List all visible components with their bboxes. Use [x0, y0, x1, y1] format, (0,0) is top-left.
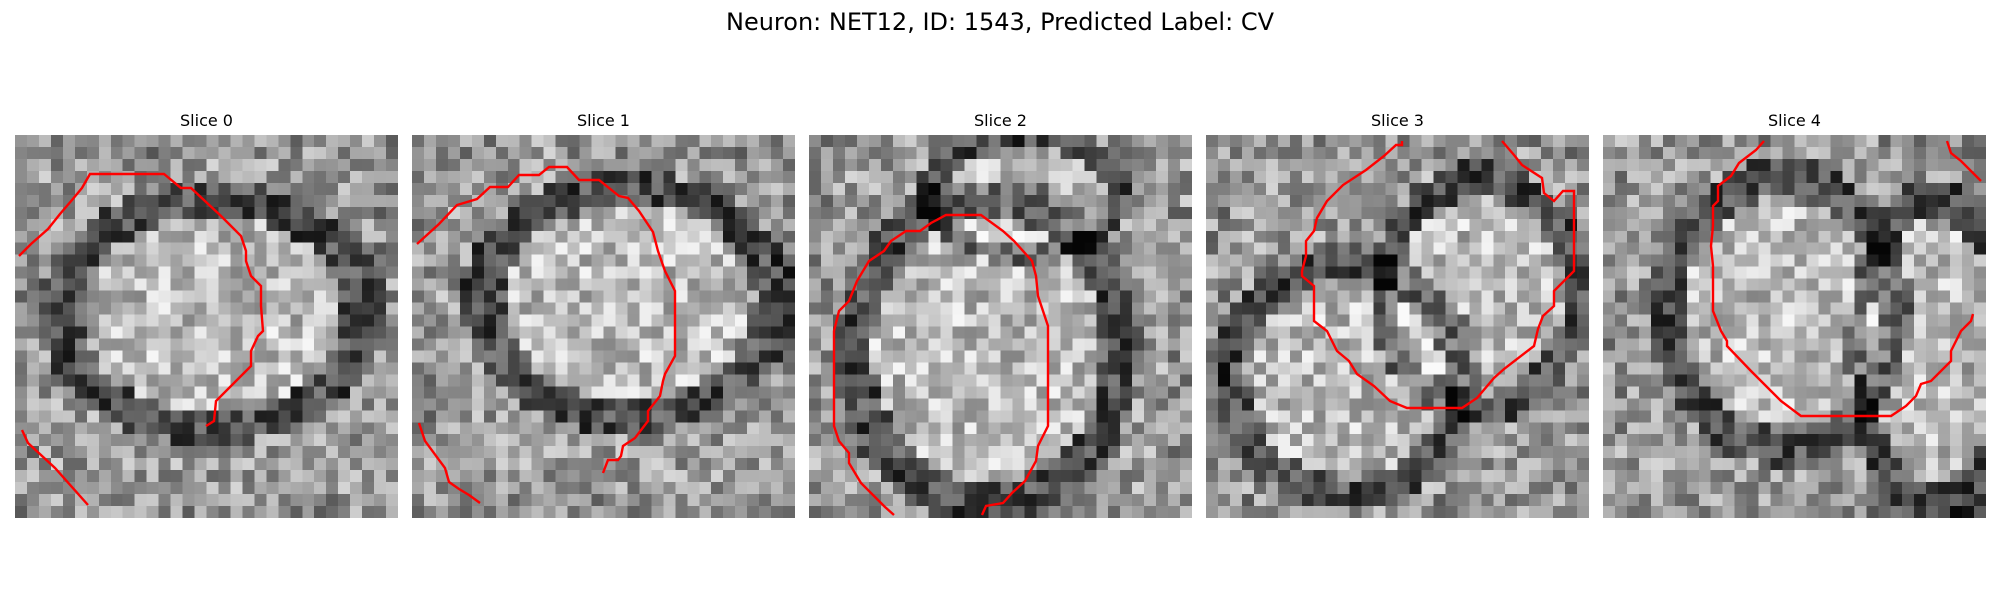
- slice-title: Slice 3: [1371, 111, 1424, 130]
- contour-overlay: [1300, 140, 1576, 410]
- contour-line: [1300, 140, 1576, 410]
- contour-line: [417, 422, 481, 504]
- contour-overlay: [832, 213, 1050, 516]
- slice-image: [1206, 135, 1589, 518]
- grayscale-patch: [809, 135, 1192, 518]
- slice-image: [15, 135, 398, 518]
- contour-overlay: [18, 172, 265, 506]
- slice-image: [412, 135, 795, 518]
- panel-slice-3: Slice 3: [1206, 108, 1589, 518]
- slice-image: [809, 135, 1192, 518]
- slice-title: Slice 4: [1768, 111, 1821, 130]
- panel-slice-1: Slice 1: [412, 108, 795, 518]
- grayscale-patch: [1603, 135, 1986, 518]
- slice-title: Slice 1: [577, 111, 630, 130]
- slice-image: [1603, 135, 1986, 518]
- contour-overlay: [1709, 140, 1982, 418]
- contour-line: [416, 165, 677, 474]
- panel-slice-0: Slice 0: [15, 108, 398, 518]
- slice-title: Slice 2: [974, 111, 1027, 130]
- contour-line: [1709, 140, 1975, 418]
- contour-overlay: [416, 165, 677, 504]
- contour-line: [1945, 140, 1982, 182]
- panel-slice-4: Slice 4: [1603, 108, 1986, 518]
- contour-line: [832, 213, 1050, 516]
- grayscale-patch: [15, 135, 398, 518]
- panel-slice-2: Slice 2: [809, 108, 1192, 518]
- slice-title: Slice 0: [180, 111, 233, 130]
- contour-line: [20, 429, 89, 506]
- contour-line: [18, 172, 265, 428]
- grayscale-patch: [1206, 135, 1589, 518]
- figure-title: Neuron: NET12, ID: 1543, Predicted Label…: [726, 8, 1274, 36]
